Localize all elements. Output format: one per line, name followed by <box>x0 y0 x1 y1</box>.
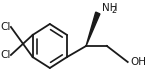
Text: Cl: Cl <box>1 50 11 60</box>
Text: OH: OH <box>130 57 146 67</box>
Text: 2: 2 <box>112 6 117 15</box>
Polygon shape <box>86 12 100 46</box>
Text: Cl: Cl <box>1 22 11 32</box>
Text: NH: NH <box>102 3 118 13</box>
